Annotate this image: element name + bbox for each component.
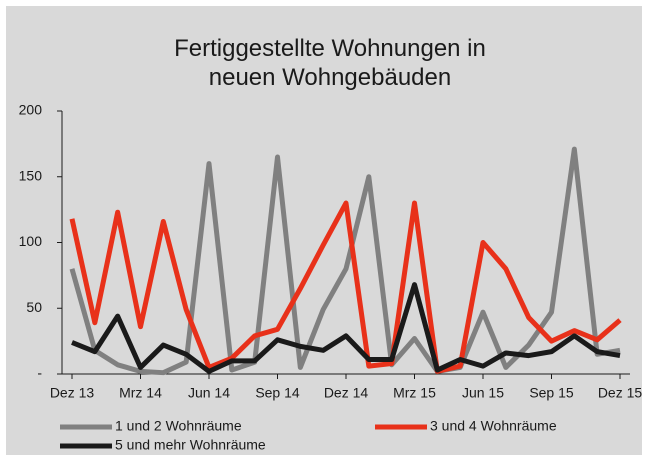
series-line <box>69 200 622 374</box>
y-tick-label: 100 <box>19 233 43 249</box>
legend-label: 1 und 2 Wohnräume <box>115 418 242 434</box>
x-tick-label: Mrz 14 <box>119 385 162 401</box>
series-line <box>71 282 621 374</box>
y-tick-label: - <box>37 365 42 381</box>
x-tick-label: Jun 15 <box>462 385 504 401</box>
chart-title: Fertiggestellte Wohnungen in neuen Wohng… <box>174 35 486 91</box>
x-tick-label: Dez 14 <box>324 385 369 401</box>
x-tick-label: Mrz 15 <box>393 385 436 401</box>
y-tick-label: 200 <box>19 102 43 118</box>
y-tick-label: 150 <box>19 167 43 183</box>
legend-label: 5 und mehr Wohnräume <box>115 437 266 453</box>
y-tick-label: 50 <box>26 299 42 315</box>
x-tick-label: Sep 15 <box>529 385 574 401</box>
x-tick-label: Dez 13 <box>50 385 95 401</box>
x-tick-label: Dez 15 <box>598 385 643 401</box>
x-tick-label: Jun 14 <box>188 385 230 401</box>
legend-label: 3 und 4 Wohnräume <box>430 418 557 434</box>
series-line <box>69 146 621 376</box>
x-tick-label: Sep 14 <box>255 385 300 401</box>
